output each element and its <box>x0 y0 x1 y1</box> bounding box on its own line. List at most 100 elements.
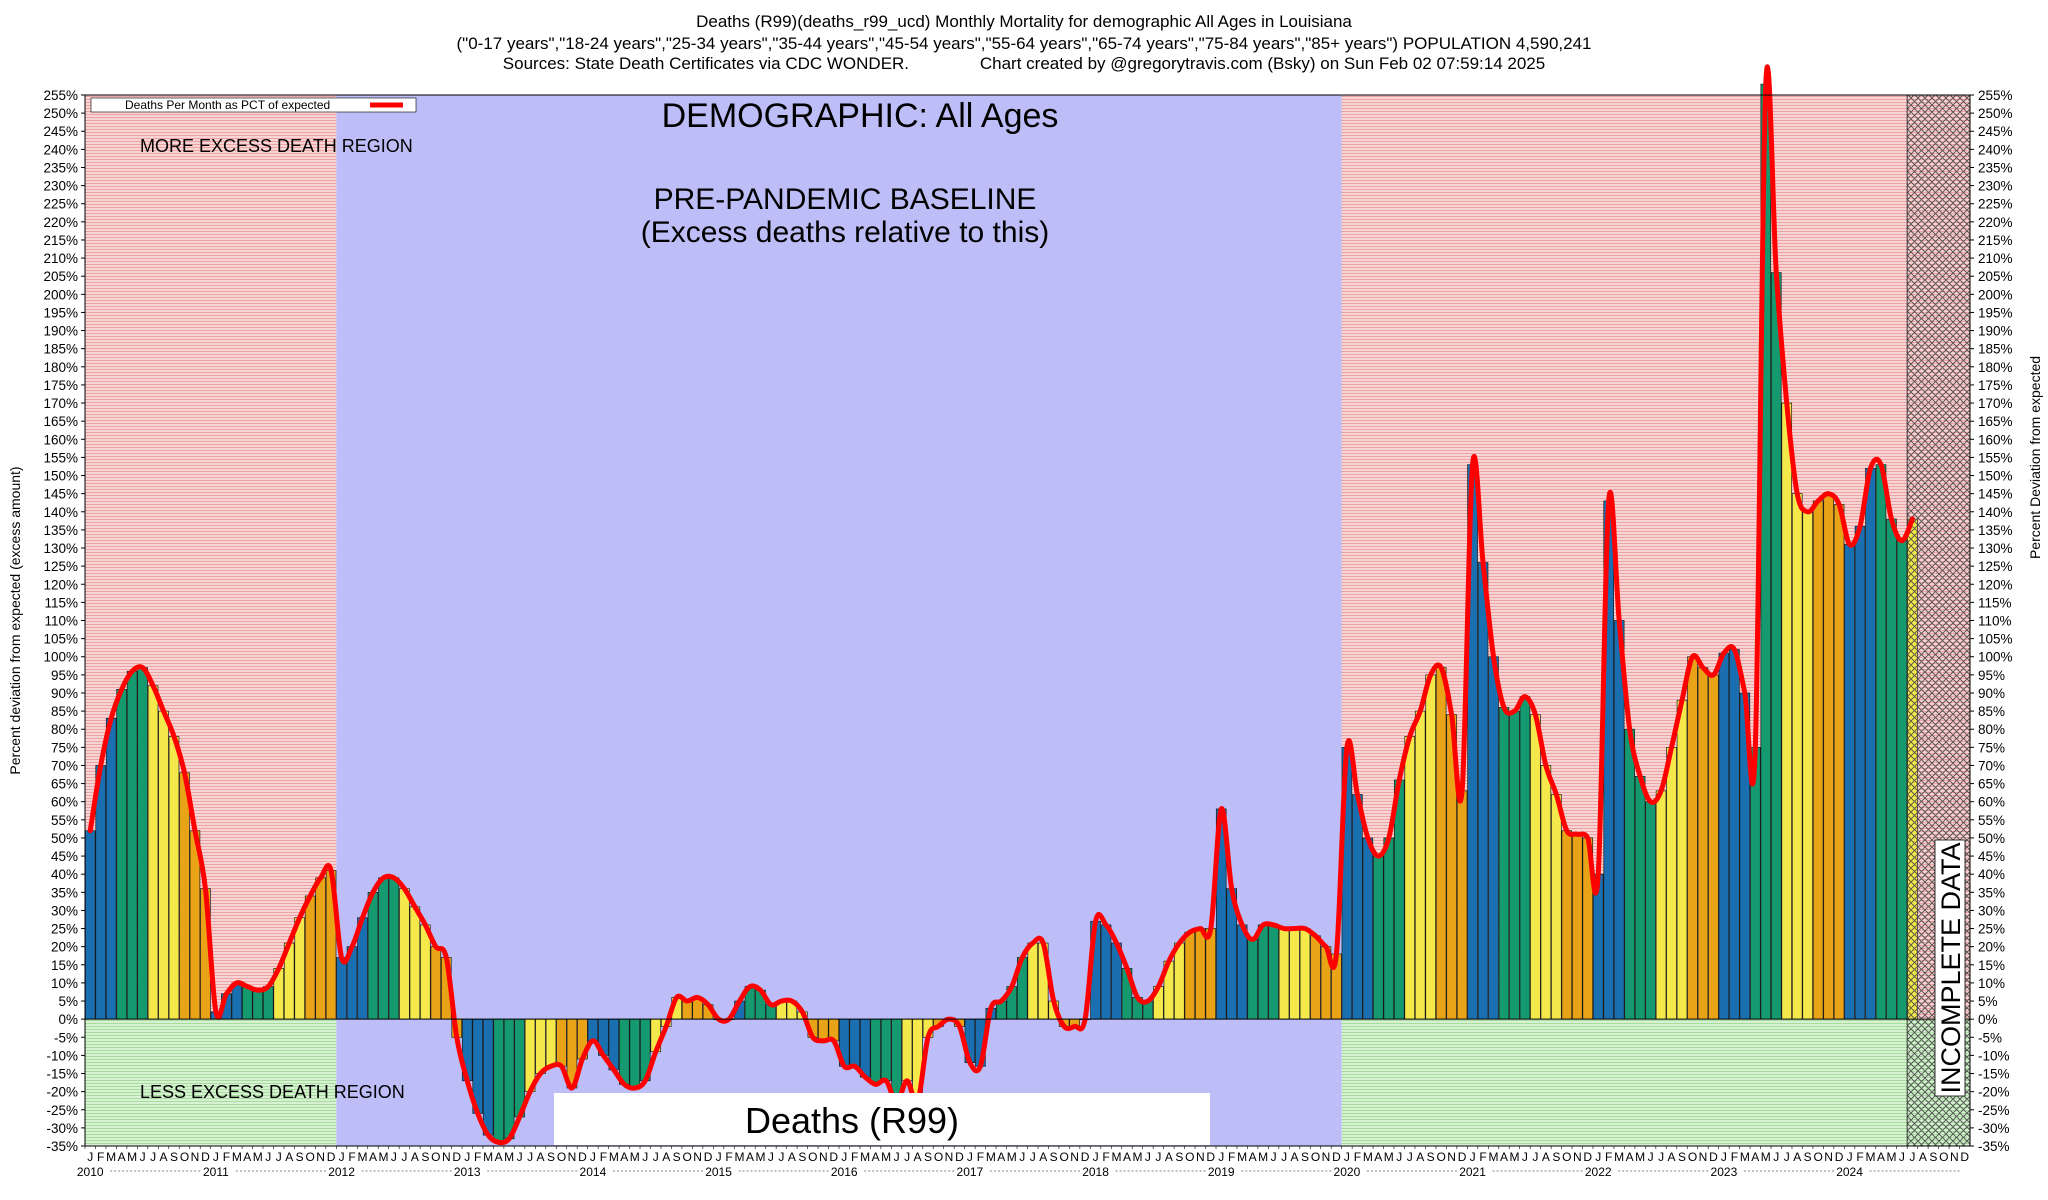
y-tick-label-left: 125% <box>43 559 78 574</box>
x-year-label: 2012 <box>328 1165 355 1179</box>
y-tick-label-left: 60% <box>51 795 78 810</box>
x-month-label: F <box>1102 1150 1109 1164</box>
y-tick-label-left: 200% <box>43 287 78 302</box>
y-tick-label-left: 105% <box>43 632 78 647</box>
bar-1 <box>95 765 106 1020</box>
y-tick-label-right: 20% <box>1978 940 2005 955</box>
bar-150 <box>1655 790 1667 1020</box>
x-month-label: A <box>662 1150 670 1164</box>
bar-8 <box>168 736 180 1020</box>
x-month-label: D <box>1709 1150 1718 1164</box>
bar-78 <box>901 1018 913 1082</box>
bar-112 <box>1257 924 1269 1020</box>
bar-33 <box>430 946 442 1020</box>
y-tick-label-right: 70% <box>1978 758 2005 773</box>
x-year-label: 2023 <box>1711 1165 1738 1179</box>
y-tick-label-right: 85% <box>1978 704 2005 719</box>
bar-127 <box>1414 710 1426 1020</box>
y-tick-label-right: 45% <box>1978 849 2005 864</box>
x-month-label: A <box>1877 1150 1885 1164</box>
x-month-label: J <box>1396 1150 1402 1164</box>
y-tick-label-left: 235% <box>43 160 78 175</box>
bar-165 <box>1812 500 1824 1020</box>
x-month-label: M <box>378 1150 388 1164</box>
y-tick-label-right: 170% <box>1978 396 2013 411</box>
bar-4 <box>126 670 138 1020</box>
bar-125 <box>1393 779 1405 1020</box>
bar-48 <box>587 1018 599 1042</box>
y-tick-label-right: 115% <box>1978 595 2012 610</box>
y-tick-label-right: 135% <box>1978 523 2013 538</box>
baseline-annotation-line-1: PRE-PANDEMIC BASELINE <box>654 183 1037 216</box>
y-tick-label-left: 115% <box>44 595 78 610</box>
bar-142 <box>1572 833 1583 1020</box>
y-tick-label-right: 155% <box>1978 450 2013 465</box>
y-tick-label-left: 225% <box>43 197 78 212</box>
y-tick-label-left: 135% <box>43 523 78 538</box>
y-tick-label-right: 255% <box>1978 88 2013 103</box>
chart-title-line-3: Sources: State Death Certificates via CD… <box>502 54 1546 73</box>
y-tick-label-right: 105% <box>1978 632 2013 647</box>
less-region-right <box>1341 1019 1970 1146</box>
y-tick-label-left: -30% <box>46 1121 78 1136</box>
bar-173 <box>1896 540 1908 1020</box>
x-month-label: N <box>1573 1150 1582 1164</box>
x-month-label: S <box>1678 1150 1686 1164</box>
x-month-label: J <box>1648 1150 1654 1164</box>
y-tick-label-right: -15% <box>1978 1067 2010 1082</box>
x-month-label: F <box>474 1150 481 1164</box>
y-tick-label-left: 165% <box>43 414 78 429</box>
incomplete-data-label: INCOMPLETE DATA <box>1936 842 1966 1093</box>
x-month-label: F <box>223 1150 230 1164</box>
bar-155 <box>1708 674 1719 1020</box>
bar-117 <box>1310 935 1321 1020</box>
y-tick-label-left: 190% <box>43 324 78 339</box>
x-month-label: D <box>201 1150 210 1164</box>
bar-32 <box>420 924 431 1020</box>
x-month-label: J <box>653 1150 659 1164</box>
bar-116 <box>1299 928 1311 1020</box>
x-month-label: M <box>860 1150 870 1164</box>
x-month-label: J <box>1344 1150 1350 1164</box>
y-tick-label-right: 205% <box>1978 269 2013 284</box>
x-month-label: J <box>527 1150 533 1164</box>
y-tick-label-right: 210% <box>1978 251 2013 266</box>
bar-28 <box>378 877 389 1020</box>
bar-124 <box>1383 837 1395 1020</box>
y-tick-label-right: 175% <box>1978 378 2013 393</box>
y-tick-label-right: 110% <box>1978 614 2012 629</box>
bar-135 <box>1498 707 1510 1020</box>
x-month-label: A <box>160 1150 168 1164</box>
y-tick-label-left: 215% <box>43 233 78 248</box>
x-year-label: 2018 <box>1082 1165 1109 1179</box>
x-month-label: O <box>1059 1150 1068 1164</box>
x-month-label: D <box>1332 1150 1341 1164</box>
x-month-label: J <box>716 1150 722 1164</box>
x-month-label: A <box>1751 1150 1759 1164</box>
x-month-label: N <box>1699 1150 1708 1164</box>
bar-45 <box>556 1018 567 1067</box>
x-month-label: S <box>1050 1150 1058 1164</box>
x-month-label: J <box>339 1150 345 1164</box>
x-month-label: M <box>483 1150 493 1164</box>
y-tick-label-left: 75% <box>51 740 78 755</box>
y-tick-label-left: 80% <box>51 722 78 737</box>
y-tick-label-right: 10% <box>1978 976 2005 991</box>
x-month-label: O <box>431 1150 440 1164</box>
x-month-label: A <box>1542 1150 1550 1164</box>
bar-121 <box>1352 794 1363 1020</box>
less-region-left <box>85 1019 337 1146</box>
x-month-label: J <box>642 1150 648 1164</box>
x-month-label: J <box>841 1150 847 1164</box>
x-month-label: O <box>808 1150 817 1164</box>
bar-123 <box>1373 855 1384 1020</box>
bar-114 <box>1278 928 1290 1020</box>
x-month-label: A <box>243 1150 251 1164</box>
x-month-label: M <box>1761 1150 1771 1164</box>
x-month-label: O <box>305 1150 314 1164</box>
y-tick-label-left: 180% <box>43 360 78 375</box>
y-tick-label-right: 80% <box>1978 722 2005 737</box>
x-month-label: F <box>348 1150 355 1164</box>
y-tick-label-right: 75% <box>1978 740 2005 755</box>
x-month-label: J <box>1470 1150 1476 1164</box>
